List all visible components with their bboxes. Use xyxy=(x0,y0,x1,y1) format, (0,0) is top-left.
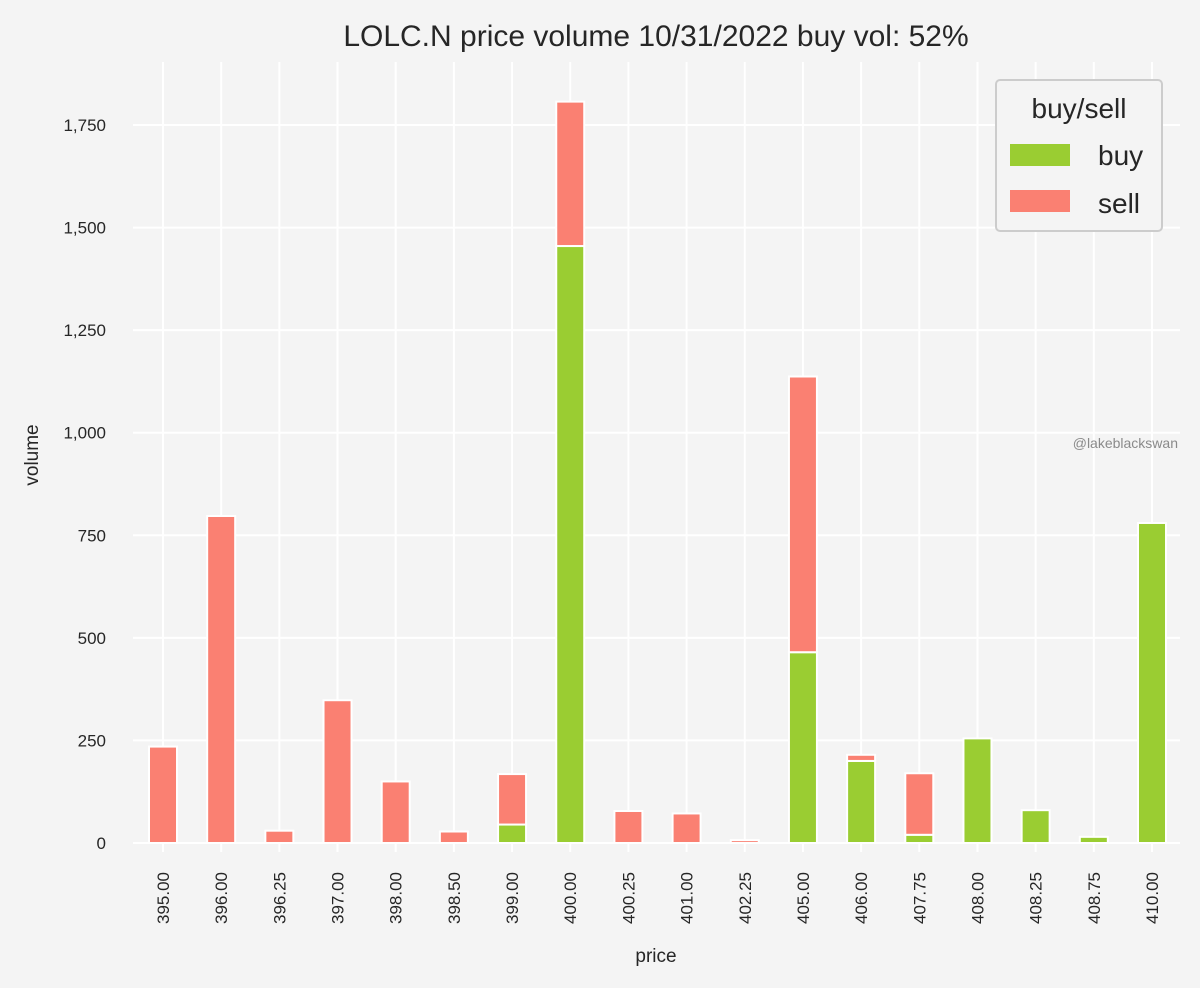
bar-sell xyxy=(206,515,237,844)
x-tick-label: 400.00 xyxy=(561,872,580,924)
bar-sell xyxy=(904,772,935,836)
bar-sell xyxy=(438,830,469,845)
legend-swatch-sell xyxy=(1010,190,1070,212)
bars xyxy=(148,100,1167,845)
x-tick-label: 398.50 xyxy=(445,872,464,924)
x-tick-label: 405.00 xyxy=(794,872,813,924)
bar-buy xyxy=(962,737,993,844)
x-tick-label: 407.75 xyxy=(910,872,929,924)
bar-buy xyxy=(787,651,818,845)
bar-sell xyxy=(846,753,877,762)
bar-buy xyxy=(497,823,528,845)
x-tick-label: 399.00 xyxy=(503,872,522,924)
x-tick-label: 408.00 xyxy=(968,872,987,924)
x-tick-label: 396.00 xyxy=(212,872,231,924)
x-tick-label: 400.25 xyxy=(619,872,638,924)
y-tick-label: 1,250 xyxy=(63,321,106,340)
bar-sell xyxy=(380,780,411,845)
x-tick-label: 402.25 xyxy=(736,872,755,924)
bar-buy xyxy=(1020,809,1051,844)
y-tick-label: 500 xyxy=(78,629,106,648)
x-tick-label: 395.00 xyxy=(154,872,173,924)
x-tick-label: 397.00 xyxy=(329,872,348,924)
x-tick-label: 401.00 xyxy=(678,872,697,924)
y-tick-label: 1,500 xyxy=(63,219,106,238)
y-tick-label: 0 xyxy=(97,834,106,853)
x-tick-label: 406.00 xyxy=(852,872,871,924)
legend-swatch-buy xyxy=(1010,144,1070,166)
y-tick-label: 1,000 xyxy=(63,424,106,443)
bar-sell xyxy=(322,699,353,845)
bar-buy xyxy=(1137,521,1167,845)
legend-label-buy: buy xyxy=(1098,140,1143,171)
x-axis-label: price xyxy=(635,946,676,967)
bar-sell xyxy=(148,745,178,845)
y-tick-labels: 0 250 500 750 1,000 1,250 1,500 1,750 xyxy=(63,116,106,853)
bar-sell xyxy=(555,100,586,248)
x-tick-label: 408.75 xyxy=(1085,872,1104,924)
legend: buy/sell buy sell xyxy=(995,79,1163,232)
legend-label-sell: sell xyxy=(1098,188,1140,219)
bar-sell xyxy=(787,375,818,654)
legend-title: buy/sell xyxy=(1032,93,1127,124)
x-tick-labels: 395.00 396.00 396.25 397.00 398.00 398.50 399.… xyxy=(154,872,1162,924)
bar-buy xyxy=(904,833,935,845)
bar-sell xyxy=(671,812,702,844)
x-tick-label: 396.25 xyxy=(270,872,289,924)
x-tick-label: 410.00 xyxy=(1143,872,1162,924)
chart-title: LOLC.N price volume 10/31/2022 buy vol: … xyxy=(343,20,968,53)
bar-buy xyxy=(846,759,877,845)
bar-sell xyxy=(264,829,295,844)
bar-buy xyxy=(555,245,586,844)
y-tick-label: 1,750 xyxy=(63,116,106,135)
bar-sell xyxy=(729,839,760,844)
bar-sell xyxy=(613,809,644,845)
watermark: @lakeblackswan xyxy=(1073,435,1178,451)
bar-sell xyxy=(497,773,528,826)
y-tick-label: 750 xyxy=(78,526,106,545)
y-tick-label: 250 xyxy=(78,731,106,750)
y-axis-label: volume xyxy=(22,424,43,485)
bar-buy xyxy=(1078,835,1109,844)
x-tick-label: 408.25 xyxy=(1027,872,1046,924)
x-tick-label: 398.00 xyxy=(387,872,406,924)
